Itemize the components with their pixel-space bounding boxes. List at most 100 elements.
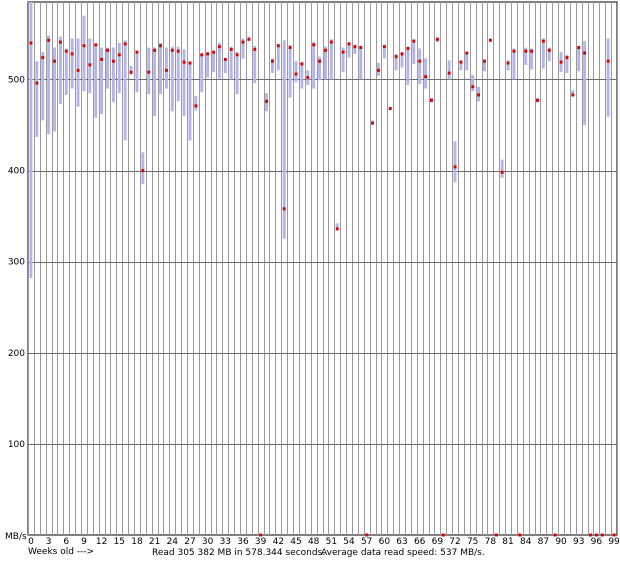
range-bar bbox=[276, 43, 280, 71]
average-marker bbox=[530, 49, 534, 53]
average-marker bbox=[106, 48, 109, 52]
average-marker bbox=[418, 59, 422, 63]
range-bar bbox=[200, 54, 204, 93]
x-tick-label: 75 bbox=[467, 537, 478, 547]
average-marker bbox=[341, 50, 345, 54]
average-marker bbox=[259, 533, 263, 537]
range-bar bbox=[394, 53, 398, 71]
range-bar bbox=[500, 159, 504, 178]
x-tick-label: 18 bbox=[131, 537, 143, 547]
x-tick-label: 27 bbox=[184, 537, 195, 547]
average-marker bbox=[70, 52, 74, 56]
range-bar bbox=[324, 46, 327, 80]
average-marker bbox=[377, 68, 380, 72]
average-marker bbox=[324, 48, 327, 52]
x-tick-label: 54 bbox=[343, 537, 355, 547]
average-marker bbox=[430, 98, 433, 102]
x-tick-label: 78 bbox=[485, 537, 497, 547]
average-marker bbox=[606, 59, 610, 63]
range-bar bbox=[70, 38, 74, 89]
average-marker bbox=[488, 38, 492, 42]
average-marker bbox=[494, 533, 498, 537]
average-marker bbox=[306, 76, 310, 80]
average-marker bbox=[465, 51, 469, 55]
x-tick-label: 21 bbox=[149, 537, 160, 547]
average-marker bbox=[612, 533, 616, 537]
average-marker bbox=[123, 42, 127, 46]
average-marker bbox=[188, 61, 192, 65]
range-bar bbox=[406, 46, 410, 85]
range-bar bbox=[300, 62, 304, 89]
average-marker bbox=[518, 533, 522, 537]
average-marker bbox=[335, 227, 339, 231]
range-bar bbox=[106, 47, 109, 89]
range-bar bbox=[123, 40, 127, 141]
average-marker bbox=[565, 56, 569, 60]
x-axis-label: Weeks old ---> bbox=[28, 547, 94, 557]
range-bar bbox=[229, 46, 233, 80]
x-tick-label: 24 bbox=[167, 537, 179, 547]
x-tick-label: 69 bbox=[432, 537, 444, 547]
average-marker bbox=[400, 52, 404, 56]
average-marker bbox=[135, 50, 139, 54]
range-bar bbox=[188, 61, 192, 141]
average-marker bbox=[35, 81, 39, 85]
y-unit-label: MB/s bbox=[5, 532, 27, 542]
average-marker bbox=[170, 48, 174, 52]
average-marker bbox=[241, 40, 245, 44]
average-marker bbox=[117, 53, 121, 57]
y-tick-label: 400 bbox=[8, 167, 25, 177]
average-marker bbox=[477, 93, 481, 97]
average-marker bbox=[359, 46, 363, 50]
average-marker bbox=[200, 53, 204, 57]
y-tick-label: 300 bbox=[8, 258, 25, 268]
average-marker bbox=[47, 38, 51, 42]
x-tick-label: 9 bbox=[81, 537, 87, 547]
x-tick-label: 81 bbox=[502, 537, 513, 547]
average-marker bbox=[547, 48, 551, 52]
range-bar bbox=[483, 59, 486, 72]
range-bar bbox=[359, 45, 363, 80]
x-tick-label: 12 bbox=[96, 537, 107, 547]
average-marker bbox=[212, 50, 215, 54]
average-marker bbox=[583, 51, 587, 55]
range-bar bbox=[471, 74, 475, 92]
range-bar bbox=[318, 56, 321, 81]
average-marker bbox=[217, 45, 221, 49]
range-bar bbox=[159, 43, 162, 95]
average-marker bbox=[176, 49, 180, 53]
average-marker bbox=[41, 56, 45, 60]
range-bar bbox=[341, 47, 345, 73]
x-tick-label: 15 bbox=[114, 537, 125, 547]
range-bar bbox=[164, 47, 168, 89]
range-bar bbox=[82, 15, 86, 92]
range-bar bbox=[41, 52, 45, 121]
average-marker bbox=[53, 59, 56, 63]
average-marker bbox=[64, 49, 68, 53]
range-bar bbox=[35, 61, 39, 137]
average-marker bbox=[365, 533, 369, 537]
average-marker bbox=[541, 39, 545, 43]
x-tick-label: 60 bbox=[379, 537, 391, 547]
range-bar bbox=[512, 48, 516, 80]
data-bars bbox=[29, 2, 616, 537]
range-bar bbox=[270, 58, 274, 74]
range-bar bbox=[459, 60, 463, 71]
range-bar bbox=[353, 44, 357, 54]
average-marker bbox=[182, 60, 186, 64]
x-tick-label: 30 bbox=[202, 537, 214, 547]
average-marker bbox=[29, 41, 33, 45]
average-marker bbox=[577, 46, 581, 50]
range-bar bbox=[182, 49, 186, 116]
range-bar bbox=[382, 44, 386, 59]
range-bar bbox=[153, 47, 157, 116]
average-marker bbox=[594, 533, 598, 537]
range-bar bbox=[571, 90, 575, 96]
average-marker bbox=[111, 59, 115, 63]
average-marker bbox=[571, 93, 575, 97]
range-bar bbox=[206, 52, 210, 78]
average-marker bbox=[223, 57, 227, 61]
read-summary: Read 305 382 MB in 578.344 seconds. bbox=[152, 548, 326, 558]
range-bar bbox=[329, 39, 333, 80]
